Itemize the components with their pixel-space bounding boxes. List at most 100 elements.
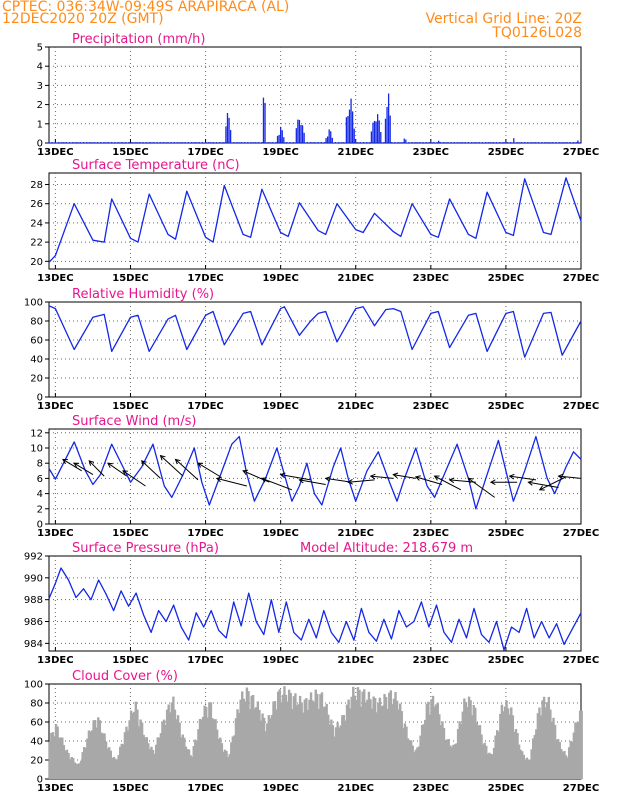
precip-bar — [574, 142, 576, 143]
cloud-bar — [458, 721, 461, 779]
wind-vector — [528, 481, 559, 489]
precip-xtick-label: 23DEC — [413, 147, 449, 158]
cloud-bar — [264, 731, 267, 779]
pres-ytick-label: 988 — [24, 595, 43, 606]
cloud-bar — [183, 737, 186, 779]
precip-bar — [308, 142, 310, 143]
cloud-bar — [461, 711, 464, 779]
cloud-bar — [405, 726, 408, 779]
cloud-bar — [564, 755, 568, 779]
cloud-bar — [427, 701, 430, 779]
cloud-bar — [53, 736, 56, 779]
precip-bar — [544, 142, 546, 143]
cloud-bar — [524, 759, 527, 779]
wind-frame — [48, 428, 582, 525]
cloud-bar — [402, 727, 405, 779]
cloud-bar — [481, 744, 485, 779]
cloud-bar — [333, 736, 336, 779]
precip-bar — [531, 142, 534, 143]
cloud-bar — [197, 729, 200, 779]
precip-bar — [416, 142, 418, 143]
cloud-bar — [95, 727, 98, 779]
cloud-bar — [469, 700, 472, 779]
cloud-bar — [574, 722, 577, 779]
header-model-id: TQ0126L028 — [492, 25, 582, 41]
precip-bar — [223, 142, 226, 143]
precip-bar — [173, 142, 175, 143]
precip-bar — [198, 142, 200, 143]
precip-bar — [156, 142, 158, 143]
precip-bar — [355, 142, 357, 143]
precip-bar — [250, 142, 252, 143]
cloud-bar — [572, 732, 576, 779]
cloud-bar — [400, 711, 403, 779]
precip-bar — [448, 142, 451, 143]
cloud-bar — [78, 763, 81, 779]
precip-bar — [391, 142, 393, 143]
wind-vector-head — [527, 480, 534, 486]
precip-bar — [270, 142, 272, 143]
precip-bar — [64, 142, 66, 143]
cloud-bar — [117, 755, 120, 779]
precip-bar — [434, 142, 437, 143]
cloud-bar — [48, 741, 51, 779]
cloud-bar — [72, 758, 75, 779]
precip-bar — [323, 142, 326, 143]
precip-bar — [159, 142, 161, 143]
precip-frame — [48, 46, 582, 144]
precip-bar — [508, 142, 510, 143]
cloud-bar — [430, 699, 433, 779]
precip-bar — [162, 142, 164, 143]
cloud-bar — [338, 727, 341, 779]
precip-bar — [258, 142, 260, 143]
cloud-bar — [106, 748, 109, 779]
cloud-bar — [248, 709, 252, 779]
cloud-bar — [125, 726, 128, 779]
cloud-bar — [65, 749, 69, 779]
cloud-bar — [466, 707, 469, 779]
wind-vector-head — [369, 473, 376, 480]
cloud-bar — [516, 733, 519, 779]
precip-ytick-label: 0 — [37, 139, 43, 150]
cloud-bar — [341, 715, 344, 779]
precip-bar — [75, 142, 77, 143]
cloud-bar — [164, 724, 167, 779]
cloud-bar — [176, 715, 180, 779]
precip-bar — [139, 142, 141, 143]
wind-ytick-label: 10 — [30, 444, 43, 455]
cloud-bar — [327, 714, 330, 779]
cloud-bar — [205, 706, 208, 779]
pres-ytick-label: 984 — [24, 639, 43, 650]
precip-bar — [436, 142, 438, 143]
precip-bar — [461, 142, 463, 143]
cloud-bar — [312, 701, 316, 779]
precip-bar — [153, 142, 155, 143]
cloud-bar — [122, 744, 125, 779]
cloud-bar — [181, 734, 184, 779]
cloud-bar — [403, 723, 407, 779]
cloud-bar — [251, 695, 255, 779]
precip-bar — [107, 142, 110, 143]
cloud-bar — [212, 719, 216, 779]
pres-xtick-label: 13DEC — [37, 655, 73, 666]
cloud-bar — [261, 713, 264, 779]
cloud-bar — [541, 700, 544, 779]
cloud-bar — [417, 746, 421, 779]
cloud-bar — [203, 705, 206, 779]
cloud-bar — [76, 763, 80, 779]
cloud-bar — [521, 751, 524, 779]
precip-bar — [76, 142, 78, 143]
precip-bar — [109, 142, 111, 143]
cloud-bar — [109, 750, 113, 779]
cloud-bar — [302, 712, 305, 779]
precip-bar — [145, 142, 147, 143]
precip-xtick-label: 21DEC — [338, 147, 374, 158]
precip-bar — [484, 142, 487, 143]
cloud-bar — [546, 702, 549, 779]
cloud-bar — [70, 757, 73, 779]
precip-bar — [212, 142, 215, 143]
precip-bar — [278, 134, 280, 143]
wind-vector-head — [88, 460, 95, 466]
precip-bar — [103, 142, 105, 143]
precip-bar — [240, 142, 243, 143]
